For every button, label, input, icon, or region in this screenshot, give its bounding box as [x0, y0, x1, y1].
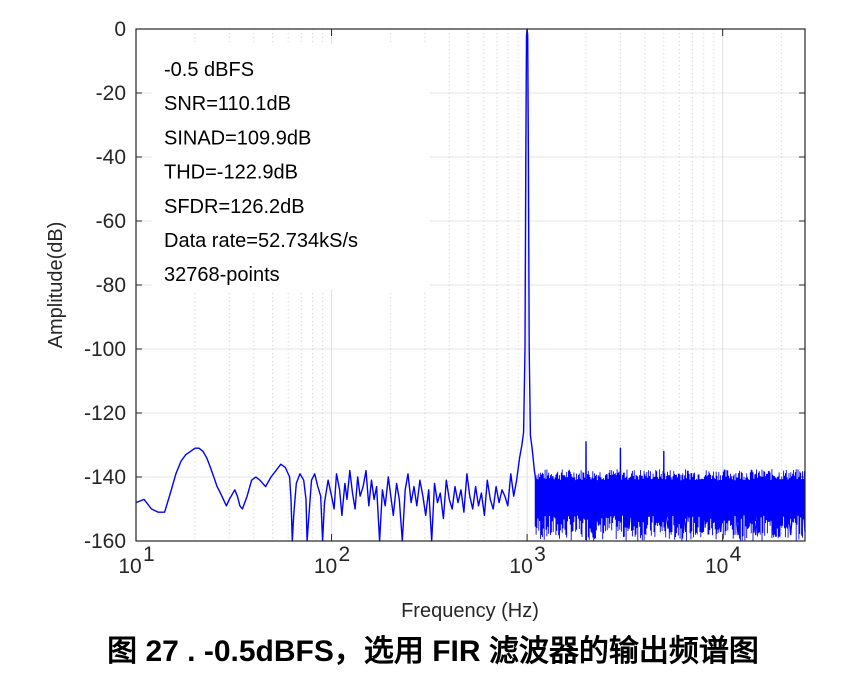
annotation-line: SINAD=109.9dB [164, 127, 311, 149]
annotation-line: SFDR=126.2dB [164, 196, 305, 218]
y-tick-label: -60 [96, 210, 126, 233]
figure-caption: 图 27 . -0.5dBFS，选用 FIR 滤波器的输出频谱图 [107, 635, 759, 668]
spectrum-trace [135, 28, 806, 542]
x-tick-label: 10 [118, 555, 141, 578]
y-tick-label: -100 [84, 338, 126, 361]
annotation-line: -0.5 dBFS [164, 59, 254, 81]
y-tick-label: -40 [96, 146, 126, 169]
y-tick-label: -120 [84, 402, 126, 425]
y-tick-label: 0 [114, 18, 126, 41]
y-tick-label: -140 [84, 466, 126, 489]
y-tick-label: -160 [84, 530, 126, 553]
x-tick-label: 10 [314, 555, 337, 578]
x-tick-label-exponent: 3 [534, 543, 546, 566]
x-tick-label: 10 [509, 555, 532, 578]
x-tick-label-exponent: 2 [339, 543, 351, 566]
data-layer [135, 28, 806, 542]
noise-floor-band [534, 469, 805, 541]
x-tick-label-exponent: 4 [730, 543, 742, 566]
annotation-text: -0.5 dBFS SNR=110.1dB SINAD=109.9dB THD=-12… [164, 59, 358, 286]
tick-labels: 0-20-40-60-80-100-120-140-16010110210310… [84, 18, 742, 578]
x-tick-label-exponent: 1 [143, 543, 155, 566]
x-axis-title: Frequency (Hz) [401, 600, 539, 622]
y-tick-label: -80 [96, 274, 126, 297]
y-tick-label: -20 [96, 82, 126, 105]
x-tick-label: 10 [705, 555, 728, 578]
annotation-line: 32768-points [164, 264, 280, 286]
annotation-line: SNR=110.1dB [164, 93, 291, 115]
annotation-box [152, 44, 430, 290]
y-axis-title: Amplitude(dB) [45, 222, 67, 349]
annotation-line: Data rate=52.734kS/s [164, 230, 358, 252]
spectrum-chart: -0.5 dBFS SNR=110.1dB SINAD=109.9dB THD=-12… [45, 18, 806, 622]
annotation-line: THD=-122.9dB [164, 162, 298, 184]
ticks [135, 28, 805, 542]
